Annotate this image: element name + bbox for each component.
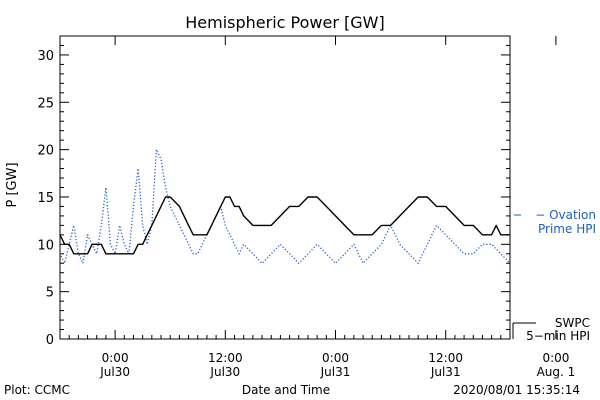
x-tick-label-time-0: 0:00 [102, 351, 129, 365]
y-tick-label-3: 15 [37, 191, 54, 206]
footer-left: Plot: CCMC [4, 383, 70, 397]
y-tick-label-2: 10 [37, 238, 54, 253]
x-tick-label-date-3: Jul31 [430, 365, 461, 379]
y-tick-label-1: 5 [46, 286, 54, 301]
plot-area [59, 35, 511, 340]
legend-ovation-line-1: Prime HPI [538, 222, 596, 236]
y-axis-label: P [GW] [5, 162, 20, 207]
chart-title: Hemispheric Power [GW] [185, 13, 384, 32]
y-tick-label-0: 0 [46, 333, 54, 348]
x-tick-label-date-0: Jul30 [99, 365, 130, 379]
legend-swpc-line-1: 5−min HPI [526, 329, 590, 343]
x-tick-label-time-1: 12:00 [208, 351, 243, 365]
x-tick-label-date-1: Jul30 [209, 365, 240, 379]
y-tick-label-4: 20 [37, 144, 54, 159]
footer-timestamp: 2020/08/01 15:35:14 [453, 383, 580, 397]
x-tick-label-time-2: 0:00 [322, 351, 349, 365]
x-tick-label-date-4: Aug. 1 [537, 365, 576, 379]
y-tick-label-5: 25 [37, 96, 54, 111]
legend-swpc-line-0: SWPC [555, 316, 590, 330]
x-tick-label-time-4: 0:00 [542, 351, 569, 365]
x-tick-label-date-2: Jul31 [320, 365, 351, 379]
legend-ovation-line-0: − Ovation [535, 208, 596, 222]
series-line-0 [60, 196, 510, 255]
x-axis-label: Date and Time [242, 383, 330, 397]
x-tick-label-time-3: 12:00 [428, 351, 463, 365]
y-tick-label-6: 30 [37, 49, 54, 64]
